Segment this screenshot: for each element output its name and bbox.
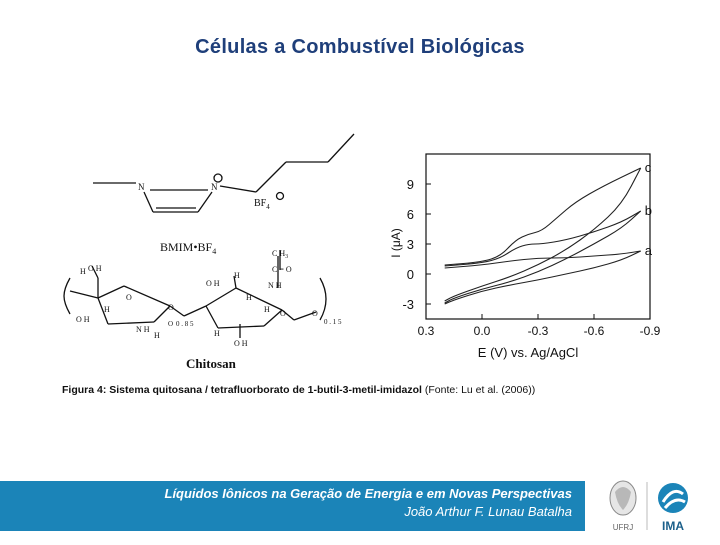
series-b-forward <box>444 210 641 267</box>
caption-source: (Fonte: Lu et al. (2006)) <box>424 384 536 396</box>
y-tick-label: -3 <box>402 297 414 312</box>
atom-ch3: C H3 <box>272 249 288 260</box>
series-c-reverse <box>444 167 642 302</box>
atom-h2: H <box>104 305 110 314</box>
x-tick-label: -0.9 <box>640 324 661 338</box>
atom-n2: N <box>211 182 218 192</box>
x-tick-label: -0.3 <box>528 324 549 338</box>
atom-h3: H <box>234 271 240 280</box>
atom-o1: O <box>126 293 132 302</box>
atom-o3: O <box>280 309 286 318</box>
x-axis-label: E (V) vs. Ag/AgCl <box>478 345 579 360</box>
series-label-a: a <box>645 243 653 258</box>
series-label-b: b <box>645 203 652 218</box>
y-tick-label: 6 <box>407 207 414 222</box>
logo-area: UFRJ IMA <box>585 472 720 540</box>
y-axis-label: I (μA) <box>389 228 403 258</box>
axis-ticks: 0.3 0.0 -0.3 -0.6 -0.9 9 6 3 0 -3 <box>402 177 660 338</box>
series-a-reverse <box>444 250 641 305</box>
footer-author: João Arthur F. Lunau Batalha <box>404 504 572 519</box>
atom-co: C = O <box>272 265 292 274</box>
atom-o2: O <box>168 303 174 312</box>
y-tick-label: 9 <box>407 177 414 192</box>
atom-oh4: O H <box>234 339 248 348</box>
series-b-reverse <box>444 210 642 304</box>
series-label-c: c <box>645 160 652 175</box>
atom-h6: H <box>214 329 220 338</box>
footer-title: Líquidos Iônicos na Geração de Energia e… <box>164 486 573 501</box>
ionic-liquid-label: BMIM•BF4 <box>160 240 216 256</box>
x-tick-label: 0.0 <box>474 324 491 338</box>
atom-nh2: N H <box>136 325 150 334</box>
atom-n1: N <box>138 182 145 192</box>
slide-title: Células a Combustível Biológicas <box>195 36 525 58</box>
series-a-forward <box>444 250 641 269</box>
atom-h7: H <box>154 331 160 340</box>
ima-logo: IMA <box>658 483 688 533</box>
structure-labels: N N BF4 BMIM•BF4 C H3 C = O H O H O O O … <box>76 182 342 371</box>
chemical-structure <box>63 133 355 338</box>
atom-oh1: O H <box>88 264 102 273</box>
ima-logo-text: IMA <box>662 519 684 533</box>
x-tick-label: -0.6 <box>584 324 605 338</box>
y-tick-label: 0 <box>407 267 414 282</box>
atom-h4: H <box>246 293 252 302</box>
anion-label: BF4 <box>254 198 270 211</box>
atom-o4: O <box>312 309 318 318</box>
ufrj-logo: UFRJ <box>609 480 637 532</box>
atom-o5: O <box>168 320 173 328</box>
atom-oh3: O H <box>206 279 220 288</box>
atom-oh2: O H <box>76 315 90 324</box>
cv-curves: a b c <box>444 160 653 305</box>
caption-label: Figura 4: Sistema quitosana / tetrafluor… <box>62 384 422 396</box>
atom-nh: N H <box>268 281 282 290</box>
figure: N N BF4 BMIM•BF4 C H3 C = O H O H O O O … <box>63 133 661 371</box>
atom-h1: H <box>80 267 86 276</box>
y-tick-label: 3 <box>407 237 414 252</box>
figure-caption: Figura 4: Sistema quitosana / tetrafluor… <box>62 384 682 396</box>
ufrj-logo-text: UFRJ <box>613 523 633 532</box>
degree-085: 0 . 8 5 <box>176 320 194 328</box>
x-tick-label: 0.3 <box>418 324 435 338</box>
series-c-forward <box>444 167 641 266</box>
atom-h5: H <box>264 305 270 314</box>
degree-015: 0 . 1 5 <box>324 318 342 326</box>
cv-chart: a b c 0.3 0.0 -0.3 -0.6 -0.9 9 6 3 0 -3 I (μA) E (V… <box>389 153 661 360</box>
polymer-label: Chitosan <box>186 356 237 371</box>
